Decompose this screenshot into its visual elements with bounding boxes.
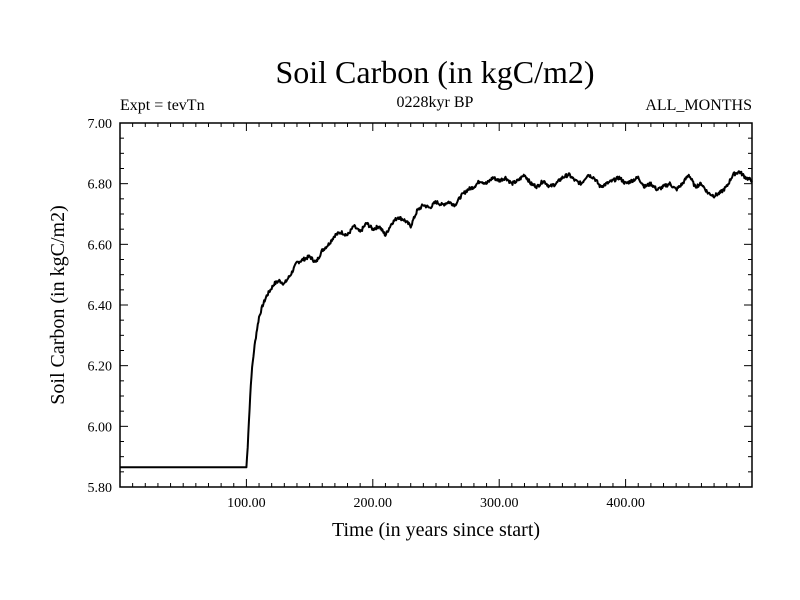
y-tick-label: 6.00	[88, 420, 113, 435]
x-tick-label: 300.00	[480, 496, 519, 511]
y-tick-label: 6.60	[88, 238, 113, 253]
y-tick-label: 6.20	[88, 360, 113, 375]
period-label: 0228kyr BP	[397, 94, 474, 111]
x-tick-label: 200.00	[354, 496, 393, 511]
series-line-soil-carbon	[119, 170, 753, 469]
y-tick-label: 6.40	[88, 299, 113, 314]
x-axis-label: Time (in years since start)	[332, 519, 540, 541]
y-axis: 5.80 6.00 6.20 6.40 6.60 6.80 7.00	[88, 117, 752, 496]
x-axis: 100.00 200.00 300.00 400.00	[132, 123, 740, 511]
y-tick-label: 6.80	[88, 178, 113, 193]
x-tick-label: 400.00	[606, 496, 645, 511]
plot-frame	[119, 122, 753, 488]
x-tick-label: 100.00	[227, 496, 266, 511]
y-axis-label: Soil Carbon (in kgC/m2)	[47, 205, 69, 404]
chart-title: Soil Carbon (in kgC/m2)	[275, 54, 594, 90]
y-tick-label: 7.00	[88, 117, 113, 132]
months-label: ALL_MONTHS	[645, 97, 752, 114]
experiment-label: Expt = tevTn	[120, 97, 205, 114]
y-tick-label: 5.80	[88, 481, 113, 496]
